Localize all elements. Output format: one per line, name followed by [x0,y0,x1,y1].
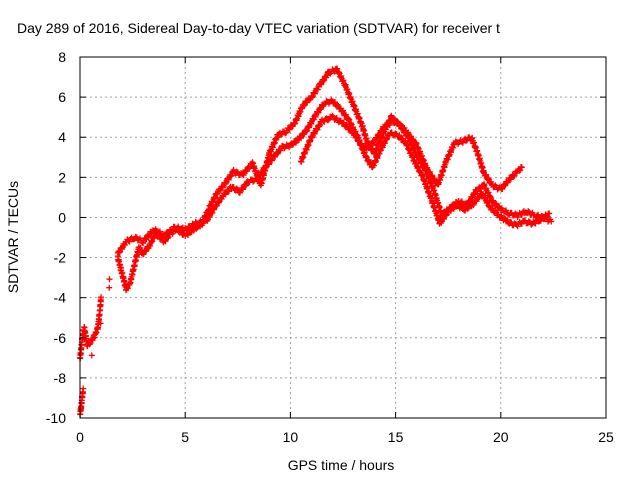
series-0 [77,65,555,362]
chart-title: Day 289 of 2016, Sidereal Day-to-day VTE… [17,20,500,36]
y-tick-label: -2 [54,250,67,266]
y-tick-label: 4 [58,129,66,145]
series-markers [297,112,525,193]
y-tick-label: 2 [58,169,66,185]
x-tick-label: 20 [493,429,509,445]
series-markers [77,65,555,362]
y-tick-label: 0 [58,209,66,225]
y-tick-label: 6 [58,89,66,105]
x-tick-label: 5 [181,429,189,445]
y-tick-label: -6 [54,330,67,346]
x-axis-label: GPS time / hours [288,457,395,473]
data-points [77,65,555,418]
x-tick-label: 0 [76,429,84,445]
y-tick-label: -4 [54,290,67,306]
x-tick-label: 25 [598,429,614,445]
x-tick-labels: 0 5 10 15 20 25 [76,429,614,445]
y-axis-label: SDTVAR / TECUs [5,181,21,293]
y-tick-label: 8 [58,49,66,65]
series-2 [297,112,525,193]
axis-ticks [79,56,607,419]
x-tick-label: 15 [388,429,404,445]
y-tick-label: -10 [46,410,66,426]
y-tick-label: -8 [54,370,67,386]
x-tick-label: 10 [283,429,299,445]
plot-frame [79,56,607,419]
y-tick-labels: -10 -8 -6 -4 -2 0 2 4 6 8 [46,49,66,426]
